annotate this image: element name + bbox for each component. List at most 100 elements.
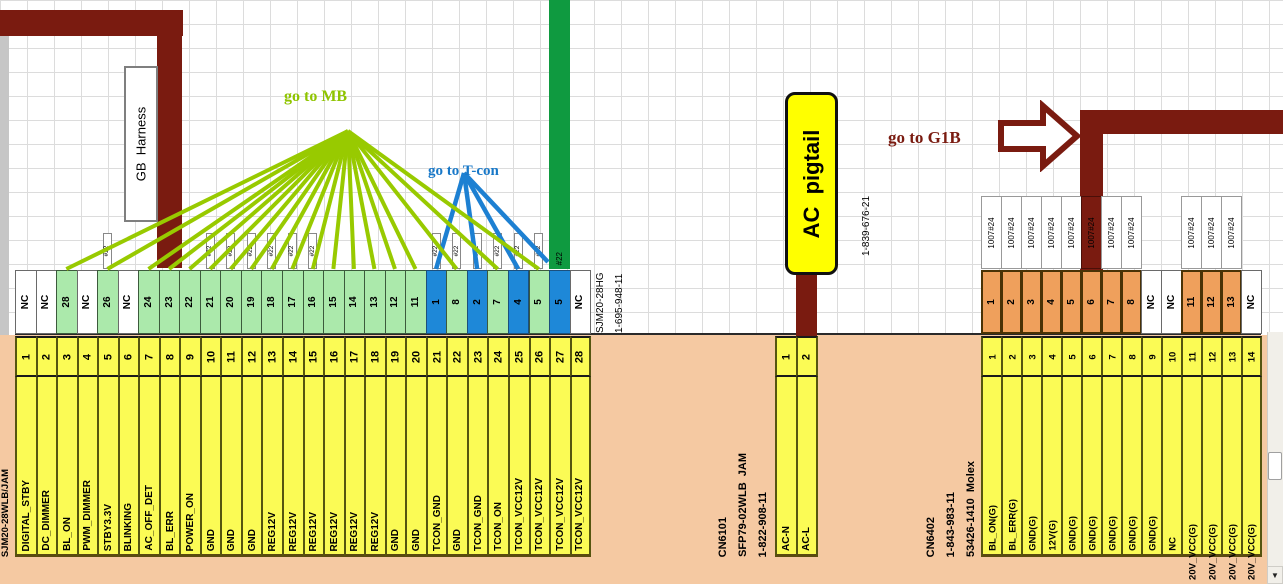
left-pin-cell[interactable]: 24 bbox=[487, 336, 509, 377]
left-top-label-cell[interactable]: 12 bbox=[384, 270, 407, 334]
left-signal-cell[interactable]: GND bbox=[220, 377, 242, 557]
right-pin-cell[interactable]: 13 bbox=[1221, 336, 1242, 377]
left-top-label-cell[interactable]: 15 bbox=[323, 270, 345, 334]
left-top-label-cell[interactable]: 4 bbox=[507, 270, 530, 334]
left-signal-cell[interactable]: PWM_DIMMER bbox=[76, 377, 99, 557]
right-top-label-cell[interactable]: 1 bbox=[981, 270, 1002, 334]
right-pin-cell[interactable]: 14 bbox=[1241, 336, 1262, 377]
left-signal-cell[interactable]: GND bbox=[199, 377, 222, 557]
g1b-bar-horizontal[interactable] bbox=[1080, 110, 1283, 134]
right-top-label-cell[interactable]: 6 bbox=[1081, 270, 1102, 334]
right-top-label-cell[interactable]: NC bbox=[1161, 270, 1182, 334]
left-top-label-cell[interactable]: NC bbox=[117, 270, 140, 334]
right-pin-cell[interactable]: 11 bbox=[1181, 336, 1202, 377]
left-top-label-cell[interactable]: 5 bbox=[549, 270, 571, 334]
left-signal-cell[interactable]: DIGITAL_STBY bbox=[15, 377, 37, 557]
right-pin-cell[interactable]: 9 bbox=[1141, 336, 1162, 377]
go-to-g1b-annotation[interactable]: go to G1B bbox=[888, 128, 961, 147]
right-signal-cell[interactable]: BL_ON(G) bbox=[981, 377, 1002, 557]
right-pin-cell[interactable]: 5 bbox=[1061, 336, 1082, 377]
left-signal-cell[interactable]: BL_ON bbox=[56, 377, 78, 557]
left-pin-cell[interactable]: 11 bbox=[220, 336, 242, 377]
right-top-label-cell[interactable]: 8 bbox=[1121, 270, 1142, 334]
right-signal-cell[interactable]: BL_ERR(G) bbox=[1001, 377, 1022, 557]
right-top-label-cell[interactable]: 5 bbox=[1061, 270, 1082, 334]
left-pin-cell[interactable]: 8 bbox=[158, 336, 181, 377]
right-pin-cell[interactable]: 3 bbox=[1021, 336, 1042, 377]
left-top-label-cell[interactable]: 14 bbox=[343, 270, 366, 334]
right-pin-cell[interactable]: 7 bbox=[1101, 336, 1122, 377]
left-pin-cell[interactable]: 21 bbox=[425, 336, 448, 377]
right-top-label-cell[interactable]: 12 bbox=[1201, 270, 1222, 334]
right-top-label-cell[interactable]: 3 bbox=[1021, 270, 1042, 334]
left-signal-cell[interactable]: TCON_VCC12V bbox=[528, 377, 551, 557]
left-top-label-cell[interactable]: 17 bbox=[282, 270, 304, 334]
right-signal-cell[interactable]: GND(G) bbox=[1101, 377, 1122, 557]
left-pin-cell[interactable]: 25 bbox=[507, 336, 530, 377]
vertical-scrollbar-thumb[interactable] bbox=[1268, 452, 1282, 480]
ac-pigtail-label-box[interactable]: AC pigtail bbox=[785, 92, 838, 275]
left-pin-cell[interactable]: 17 bbox=[343, 336, 366, 377]
left-pin-cell[interactable]: 13 bbox=[261, 336, 283, 377]
right-top-label-cell[interactable]: NC bbox=[1141, 270, 1162, 334]
right-pin-cell[interactable]: 2 bbox=[1001, 336, 1022, 377]
right-pin-cell[interactable]: 8 bbox=[1121, 336, 1142, 377]
gb-harness-bar-horizontal[interactable] bbox=[0, 10, 183, 36]
ac-pigtail-stub-bar[interactable] bbox=[796, 273, 817, 336]
left-pin-cell[interactable]: 7 bbox=[138, 336, 160, 377]
right-pin-cell[interactable]: 12 bbox=[1201, 336, 1222, 377]
right-top-label-cell[interactable]: 2 bbox=[1001, 270, 1022, 334]
left-top-label-cell[interactable]: 22 bbox=[179, 270, 201, 334]
left-top-label-cell[interactable]: 24 bbox=[138, 270, 160, 334]
green-wire-bar[interactable]: #22 bbox=[549, 0, 570, 269]
left-signal-cell[interactable]: TCON_ON bbox=[487, 377, 509, 557]
left-top-label-cell[interactable]: 28 bbox=[56, 270, 78, 334]
left-pin-cell[interactable]: 26 bbox=[528, 336, 551, 377]
left-signal-cell[interactable]: TCON_VCC12V bbox=[507, 377, 530, 557]
right-top-label-cell[interactable]: 4 bbox=[1041, 270, 1062, 334]
left-signal-cell[interactable]: GND bbox=[405, 377, 427, 557]
left-top-label-cell[interactable]: 13 bbox=[364, 270, 386, 334]
left-pin-cell[interactable]: 19 bbox=[384, 336, 407, 377]
left-pin-cell[interactable]: 4 bbox=[76, 336, 99, 377]
left-pin-cell[interactable]: 16 bbox=[323, 336, 345, 377]
left-pin-cell[interactable]: 1 bbox=[15, 336, 37, 377]
right-pin-cell[interactable]: 1 bbox=[981, 336, 1002, 377]
left-pin-cell[interactable]: 27 bbox=[549, 336, 571, 377]
left-signal-cell[interactable]: BL_ERR bbox=[158, 377, 181, 557]
ac-pin-cell[interactable]: 1 bbox=[775, 336, 797, 377]
left-signal-cell[interactable]: TCON_VCC12V bbox=[569, 377, 592, 557]
right-signal-cell[interactable]: 12V(G) bbox=[1041, 377, 1062, 557]
right-signal-cell[interactable]: GND(G) bbox=[1141, 377, 1162, 557]
g1b-arrow-icon[interactable] bbox=[995, 100, 1083, 172]
left-signal-cell[interactable]: REG12V bbox=[261, 377, 283, 557]
left-pin-cell[interactable]: 2 bbox=[35, 336, 58, 377]
left-pin-cell[interactable]: 20 bbox=[405, 336, 427, 377]
left-pin-cell[interactable]: 3 bbox=[56, 336, 78, 377]
gb-harness-bar-vertical[interactable] bbox=[157, 10, 182, 268]
left-signal-cell[interactable]: REG12V bbox=[364, 377, 386, 557]
right-signal-cell[interactable]: NC bbox=[1161, 377, 1182, 557]
scrollbar-down-button[interactable]: ▼ bbox=[1267, 566, 1283, 584]
right-signal-cell[interactable]: 20V_VCC(G) bbox=[1181, 377, 1202, 580]
right-pin-cell[interactable]: 10 bbox=[1161, 336, 1182, 377]
left-signal-cell[interactable]: STBY3.3V bbox=[97, 377, 119, 557]
right-top-label-cell[interactable]: 7 bbox=[1101, 270, 1122, 334]
right-signal-cell[interactable]: GND(G) bbox=[1121, 377, 1142, 557]
left-top-label-cell[interactable]: 1 bbox=[425, 270, 448, 334]
left-top-label-cell[interactable]: NC bbox=[76, 270, 99, 334]
left-signal-cell[interactable]: POWER_ON bbox=[179, 377, 201, 557]
left-pin-cell[interactable]: 12 bbox=[240, 336, 263, 377]
left-signal-cell[interactable]: REG12V bbox=[323, 377, 345, 557]
gb-harness-label-box[interactable]: GB Harness bbox=[124, 66, 158, 222]
left-signal-cell[interactable]: TCON_VCC12V bbox=[549, 377, 571, 557]
right-signal-cell[interactable]: GND(G) bbox=[1021, 377, 1042, 557]
left-signal-cell[interactable]: TCON_GND bbox=[466, 377, 489, 557]
right-top-label-cell[interactable]: 11 bbox=[1181, 270, 1202, 334]
left-top-label-cell[interactable]: NC bbox=[569, 270, 592, 334]
left-top-label-cell[interactable]: 18 bbox=[261, 270, 283, 334]
left-top-label-cell[interactable]: 7 bbox=[487, 270, 509, 334]
left-top-label-cell[interactable]: 20 bbox=[220, 270, 242, 334]
left-signal-cell[interactable]: TCON_GND bbox=[425, 377, 448, 557]
left-top-label-cell[interactable]: 8 bbox=[446, 270, 468, 334]
